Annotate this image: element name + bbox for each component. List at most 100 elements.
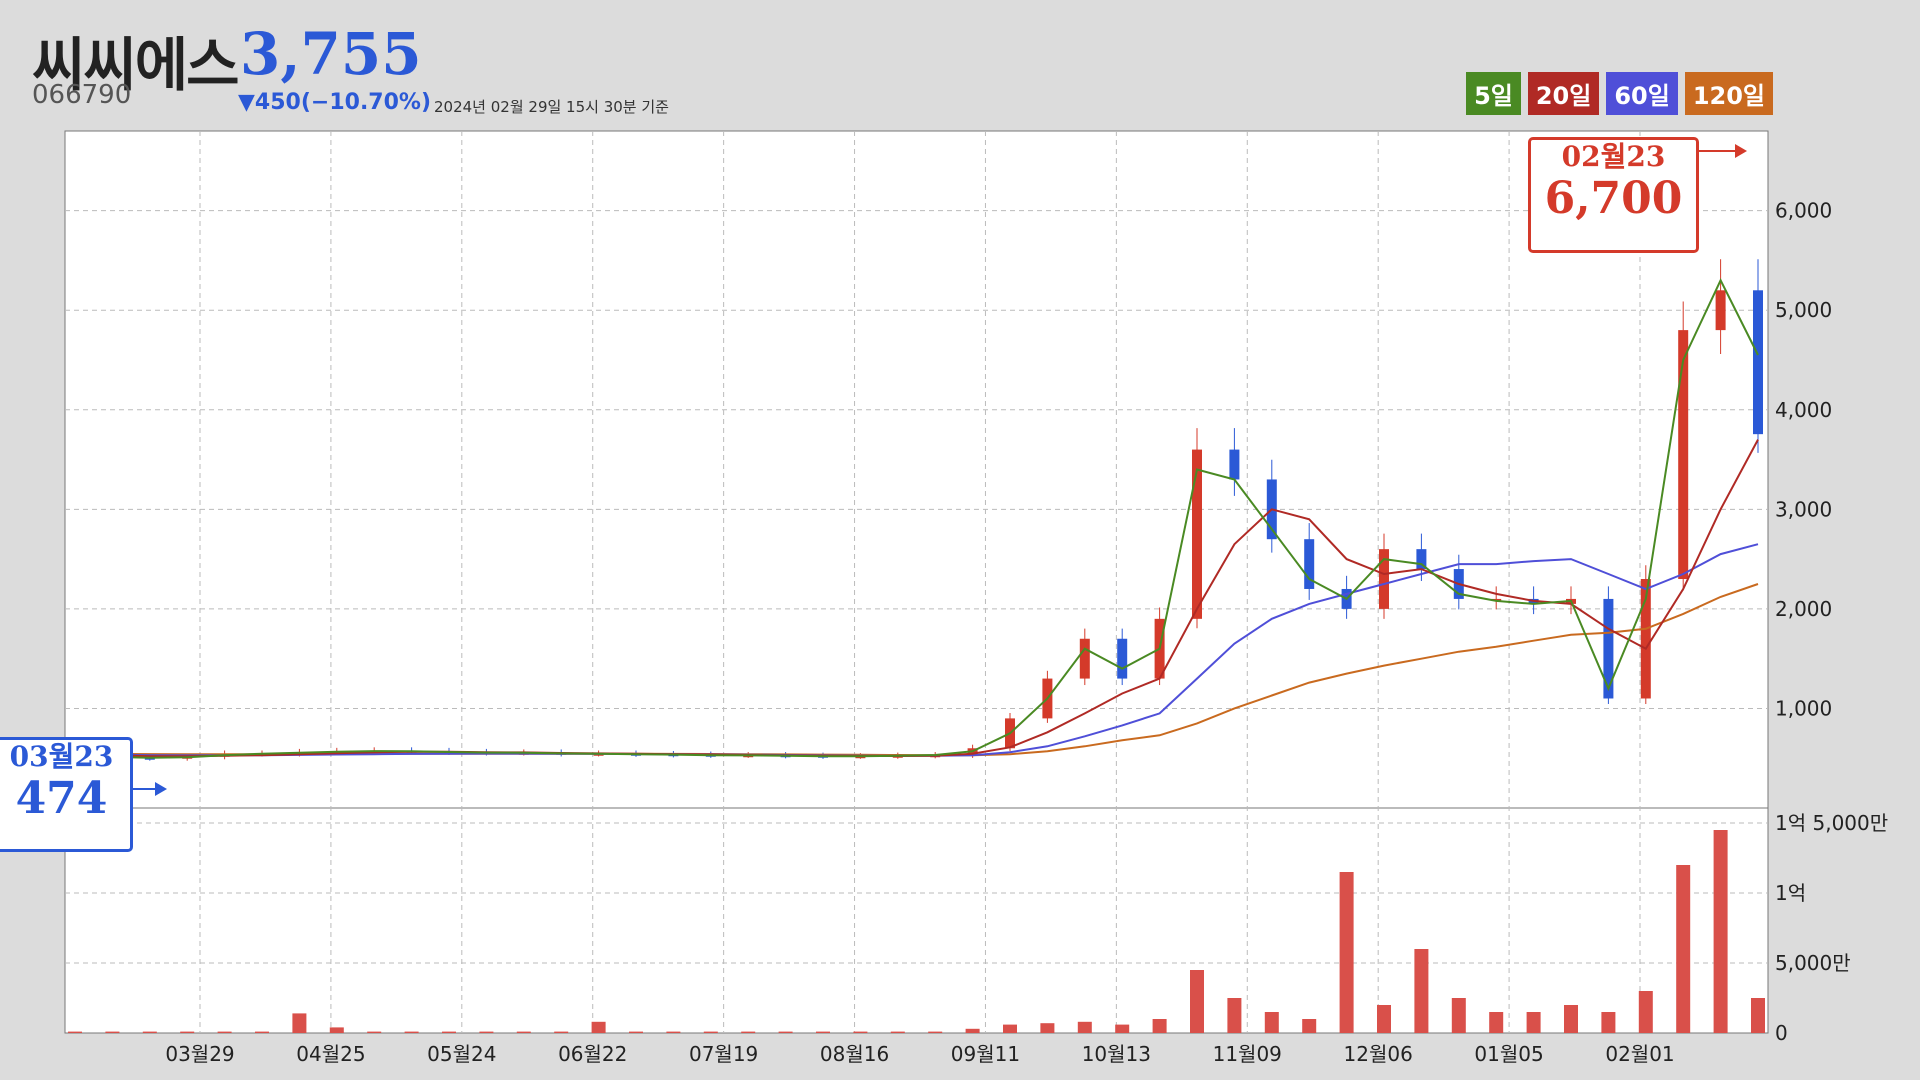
candle-body	[1603, 598, 1614, 699]
volume-bar	[367, 1031, 382, 1033]
x-tick-label: 01월05	[1474, 1042, 1543, 1066]
max-arrow-head	[1735, 144, 1747, 158]
candle-body	[1715, 290, 1726, 331]
candle-body	[1304, 539, 1315, 589]
volume-bar	[778, 1031, 793, 1033]
min-value: 474	[15, 773, 108, 824]
volume-bar	[928, 1031, 943, 1033]
volume-bar	[816, 1031, 830, 1033]
volume-bar	[1003, 1024, 1017, 1033]
candle-body	[1640, 579, 1651, 699]
x-tick-label: 04월25	[296, 1042, 365, 1066]
volume-bar	[1676, 865, 1691, 1033]
volume-bar	[1339, 872, 1354, 1033]
volume-tick-label: 1억	[1775, 881, 1806, 905]
volume-bar	[1190, 970, 1204, 1033]
volume-bar	[1638, 991, 1653, 1033]
volume-tick-label: 5,000만	[1775, 951, 1851, 975]
price-tick-label: 1,000	[1775, 696, 1832, 720]
price-tick-label: 6,000	[1775, 199, 1832, 223]
min-arrow-head	[155, 782, 167, 796]
stock-code: 066790	[32, 80, 132, 110]
volume-bar	[741, 1031, 756, 1033]
legend-ma60[interactable]: 60일	[1606, 72, 1678, 115]
volume-bar	[1713, 830, 1728, 1033]
candle-body	[1192, 449, 1202, 619]
volume-bar	[629, 1031, 643, 1033]
volume-tick-label: 0	[1775, 1021, 1788, 1045]
volume-bar	[703, 1031, 718, 1033]
volume-bar	[105, 1031, 120, 1033]
candle-body	[1117, 638, 1128, 679]
volume-bar	[1227, 998, 1242, 1033]
ma5-line	[74, 278, 1759, 759]
candle-body	[1416, 549, 1427, 570]
candle-body	[1379, 549, 1389, 609]
volume-bar	[965, 1028, 980, 1033]
ma-legend: 5일 20일 60일 120일	[1466, 72, 1773, 115]
x-tick-label: 07월19	[689, 1042, 758, 1066]
legend-ma5[interactable]: 5일	[1466, 72, 1521, 115]
volume-bar	[1077, 1021, 1092, 1033]
volume-bar	[516, 1031, 531, 1033]
max-price-callout: 02월23 6,700	[1528, 137, 1699, 253]
volume-bar	[292, 1013, 307, 1033]
x-tick-label: 09월11	[951, 1042, 1020, 1066]
volume-bar	[666, 1031, 681, 1033]
volume-bar	[217, 1031, 232, 1033]
volume-bar	[68, 1031, 82, 1033]
volume-bar	[1489, 1012, 1504, 1033]
candle-body	[1229, 449, 1240, 480]
candle-body	[855, 756, 866, 759]
volume-bar	[1414, 949, 1429, 1033]
volume-tick-label: 1억 5,000만	[1775, 811, 1888, 835]
volume-bar	[1040, 1023, 1055, 1033]
volume-bar	[853, 1031, 868, 1033]
x-tick-label: 10월13	[1082, 1042, 1151, 1066]
volume-bar	[404, 1031, 419, 1033]
volume-bar	[329, 1027, 344, 1033]
volume-bar	[180, 1031, 195, 1033]
volume-bar	[591, 1021, 606, 1033]
price-tick-label: 2,000	[1775, 597, 1832, 621]
volume-bar	[1564, 1005, 1578, 1033]
price-tick-label: 3,000	[1775, 497, 1832, 521]
volume-bar	[1302, 1019, 1317, 1033]
x-tick-label: 08월16	[820, 1042, 889, 1066]
candle-body	[1079, 638, 1090, 679]
x-tick-label: 06월22	[558, 1042, 627, 1066]
max-value: 6,700	[1544, 173, 1683, 224]
legend-ma120[interactable]: 120일	[1684, 72, 1773, 115]
price-tick-label: 4,000	[1775, 398, 1832, 422]
volume-bar	[1152, 1019, 1167, 1033]
volume-bar	[1601, 1012, 1616, 1033]
volume-bar	[1264, 1012, 1279, 1033]
volume-bar	[1751, 998, 1765, 1033]
candle-body	[1678, 330, 1689, 580]
legend-ma20[interactable]: 20일	[1527, 72, 1600, 115]
x-tick-label: 11월09	[1213, 1042, 1282, 1066]
x-tick-label: 02월01	[1605, 1042, 1674, 1066]
volume-bar	[1526, 1012, 1541, 1033]
price-tick-label: 5,000	[1775, 298, 1832, 322]
candle-body	[1753, 290, 1763, 435]
x-tick-label: 12월06	[1344, 1042, 1413, 1066]
volume-bar	[1115, 1024, 1130, 1033]
stock-asof-time: 2024년 02월 29일 15시 30분 기준	[434, 98, 669, 116]
volume-bar	[890, 1031, 905, 1033]
volume-bar	[142, 1031, 157, 1033]
candle-body	[144, 757, 155, 760]
plot-area	[64, 130, 1769, 1034]
stock-change: ▼450(−10.70%)	[238, 90, 432, 115]
volume-bar	[442, 1031, 456, 1033]
max-date: 02월23	[1561, 140, 1666, 173]
volume-bar	[1451, 998, 1466, 1033]
stock-name: 씨씨에스	[32, 31, 239, 99]
volume-bar	[554, 1031, 569, 1033]
volume-bar	[1377, 1005, 1391, 1033]
x-tick-label: 05월24	[427, 1042, 496, 1066]
stock-price: 3,755	[240, 20, 422, 88]
min-date: 03월23	[9, 740, 114, 773]
volume-bar	[479, 1031, 494, 1033]
